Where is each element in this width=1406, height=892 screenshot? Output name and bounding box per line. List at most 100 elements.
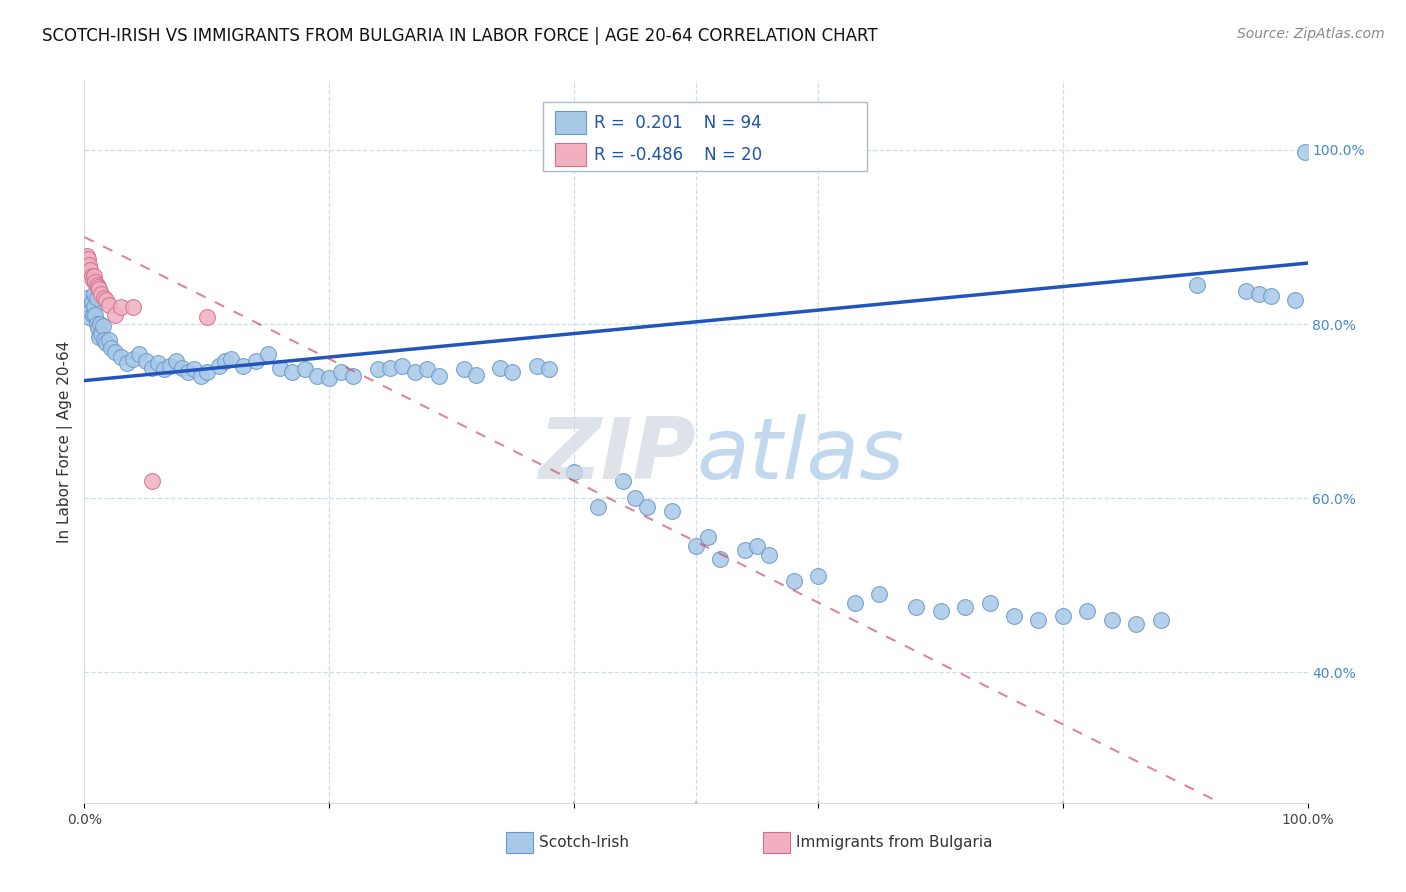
FancyBboxPatch shape	[543, 102, 868, 170]
Point	[294, 362, 316, 376]
Point	[526, 359, 548, 373]
Point	[1150, 613, 1173, 627]
Point	[318, 371, 340, 385]
Point	[141, 360, 163, 375]
Y-axis label: In Labor Force | Age 20-64: In Labor Force | Age 20-64	[58, 341, 73, 542]
Point	[83, 300, 105, 314]
Point	[77, 252, 100, 266]
Point	[427, 369, 450, 384]
Point	[83, 269, 105, 284]
Point	[80, 269, 103, 284]
Point	[1187, 277, 1209, 292]
Point	[391, 359, 413, 373]
Text: R = -0.486    N = 20: R = -0.486 N = 20	[595, 146, 762, 164]
Point	[538, 362, 561, 376]
Point	[97, 333, 120, 347]
Point	[1294, 145, 1316, 159]
Text: Source: ZipAtlas.com: Source: ZipAtlas.com	[1237, 27, 1385, 41]
Point	[84, 275, 107, 289]
Text: Immigrants from Bulgaria: Immigrants from Bulgaria	[796, 835, 993, 850]
Bar	[555, 112, 586, 134]
Text: ZIP: ZIP	[538, 415, 696, 498]
Point	[1101, 613, 1123, 627]
Bar	[763, 831, 790, 854]
Point	[77, 258, 100, 272]
Point	[734, 543, 756, 558]
Point	[953, 599, 976, 614]
Point	[869, 587, 891, 601]
Point	[562, 465, 585, 479]
Point	[636, 500, 658, 514]
Point	[624, 491, 647, 505]
Point	[76, 249, 98, 263]
Point	[115, 356, 138, 370]
Point	[110, 350, 132, 364]
Point	[190, 369, 212, 384]
Point	[758, 548, 780, 562]
Point	[661, 504, 683, 518]
Text: SCOTCH-IRISH VS IMMIGRANTS FROM BULGARIA IN LABOR FORCE | AGE 20-64 CORRELATION : SCOTCH-IRISH VS IMMIGRANTS FROM BULGARIA…	[42, 27, 877, 45]
Point	[502, 365, 524, 379]
Point	[82, 308, 104, 322]
Point	[245, 353, 267, 368]
Point	[84, 308, 107, 322]
Point	[747, 539, 769, 553]
Point	[87, 321, 110, 335]
Point	[86, 291, 108, 305]
Point	[91, 318, 114, 333]
Point	[685, 539, 707, 553]
Point	[86, 317, 108, 331]
Point	[77, 310, 100, 324]
Point	[697, 530, 720, 544]
Point	[208, 359, 231, 373]
Point	[1028, 613, 1050, 627]
Point	[844, 596, 866, 610]
Point	[183, 362, 205, 376]
Point	[77, 300, 100, 314]
Point	[122, 300, 145, 314]
Point	[979, 596, 1001, 610]
Point	[79, 304, 101, 318]
Point	[929, 604, 952, 618]
Point	[305, 369, 328, 384]
Point	[100, 342, 122, 356]
Point	[214, 353, 236, 368]
Point	[1260, 289, 1282, 303]
Point	[153, 362, 176, 376]
Point	[464, 368, 486, 382]
Point	[1076, 604, 1098, 618]
Text: Scotch-Irish: Scotch-Irish	[540, 835, 630, 850]
Text: atlas: atlas	[696, 415, 904, 498]
Point	[80, 295, 103, 310]
Point	[709, 552, 731, 566]
Point	[93, 291, 115, 305]
Point	[159, 359, 181, 373]
Point	[1125, 617, 1147, 632]
Point	[404, 365, 426, 379]
Point	[219, 351, 242, 366]
Point	[330, 365, 353, 379]
Point	[96, 336, 118, 351]
Point	[93, 333, 115, 347]
Point	[86, 277, 108, 292]
Point	[141, 474, 163, 488]
Point	[110, 300, 132, 314]
Point	[177, 365, 200, 379]
Text: R =  0.201    N = 94: R = 0.201 N = 94	[595, 113, 762, 132]
Point	[257, 347, 280, 361]
Point	[79, 263, 101, 277]
Point	[90, 286, 112, 301]
Point	[76, 291, 98, 305]
Point	[104, 308, 127, 322]
Point	[783, 574, 806, 588]
Point	[104, 344, 127, 359]
Point	[135, 353, 157, 368]
Point	[269, 360, 291, 375]
Point	[367, 362, 389, 376]
Point	[195, 310, 218, 324]
Point	[90, 327, 112, 342]
Point	[82, 273, 104, 287]
Point	[165, 353, 187, 368]
Point	[380, 360, 402, 375]
Point	[87, 330, 110, 344]
